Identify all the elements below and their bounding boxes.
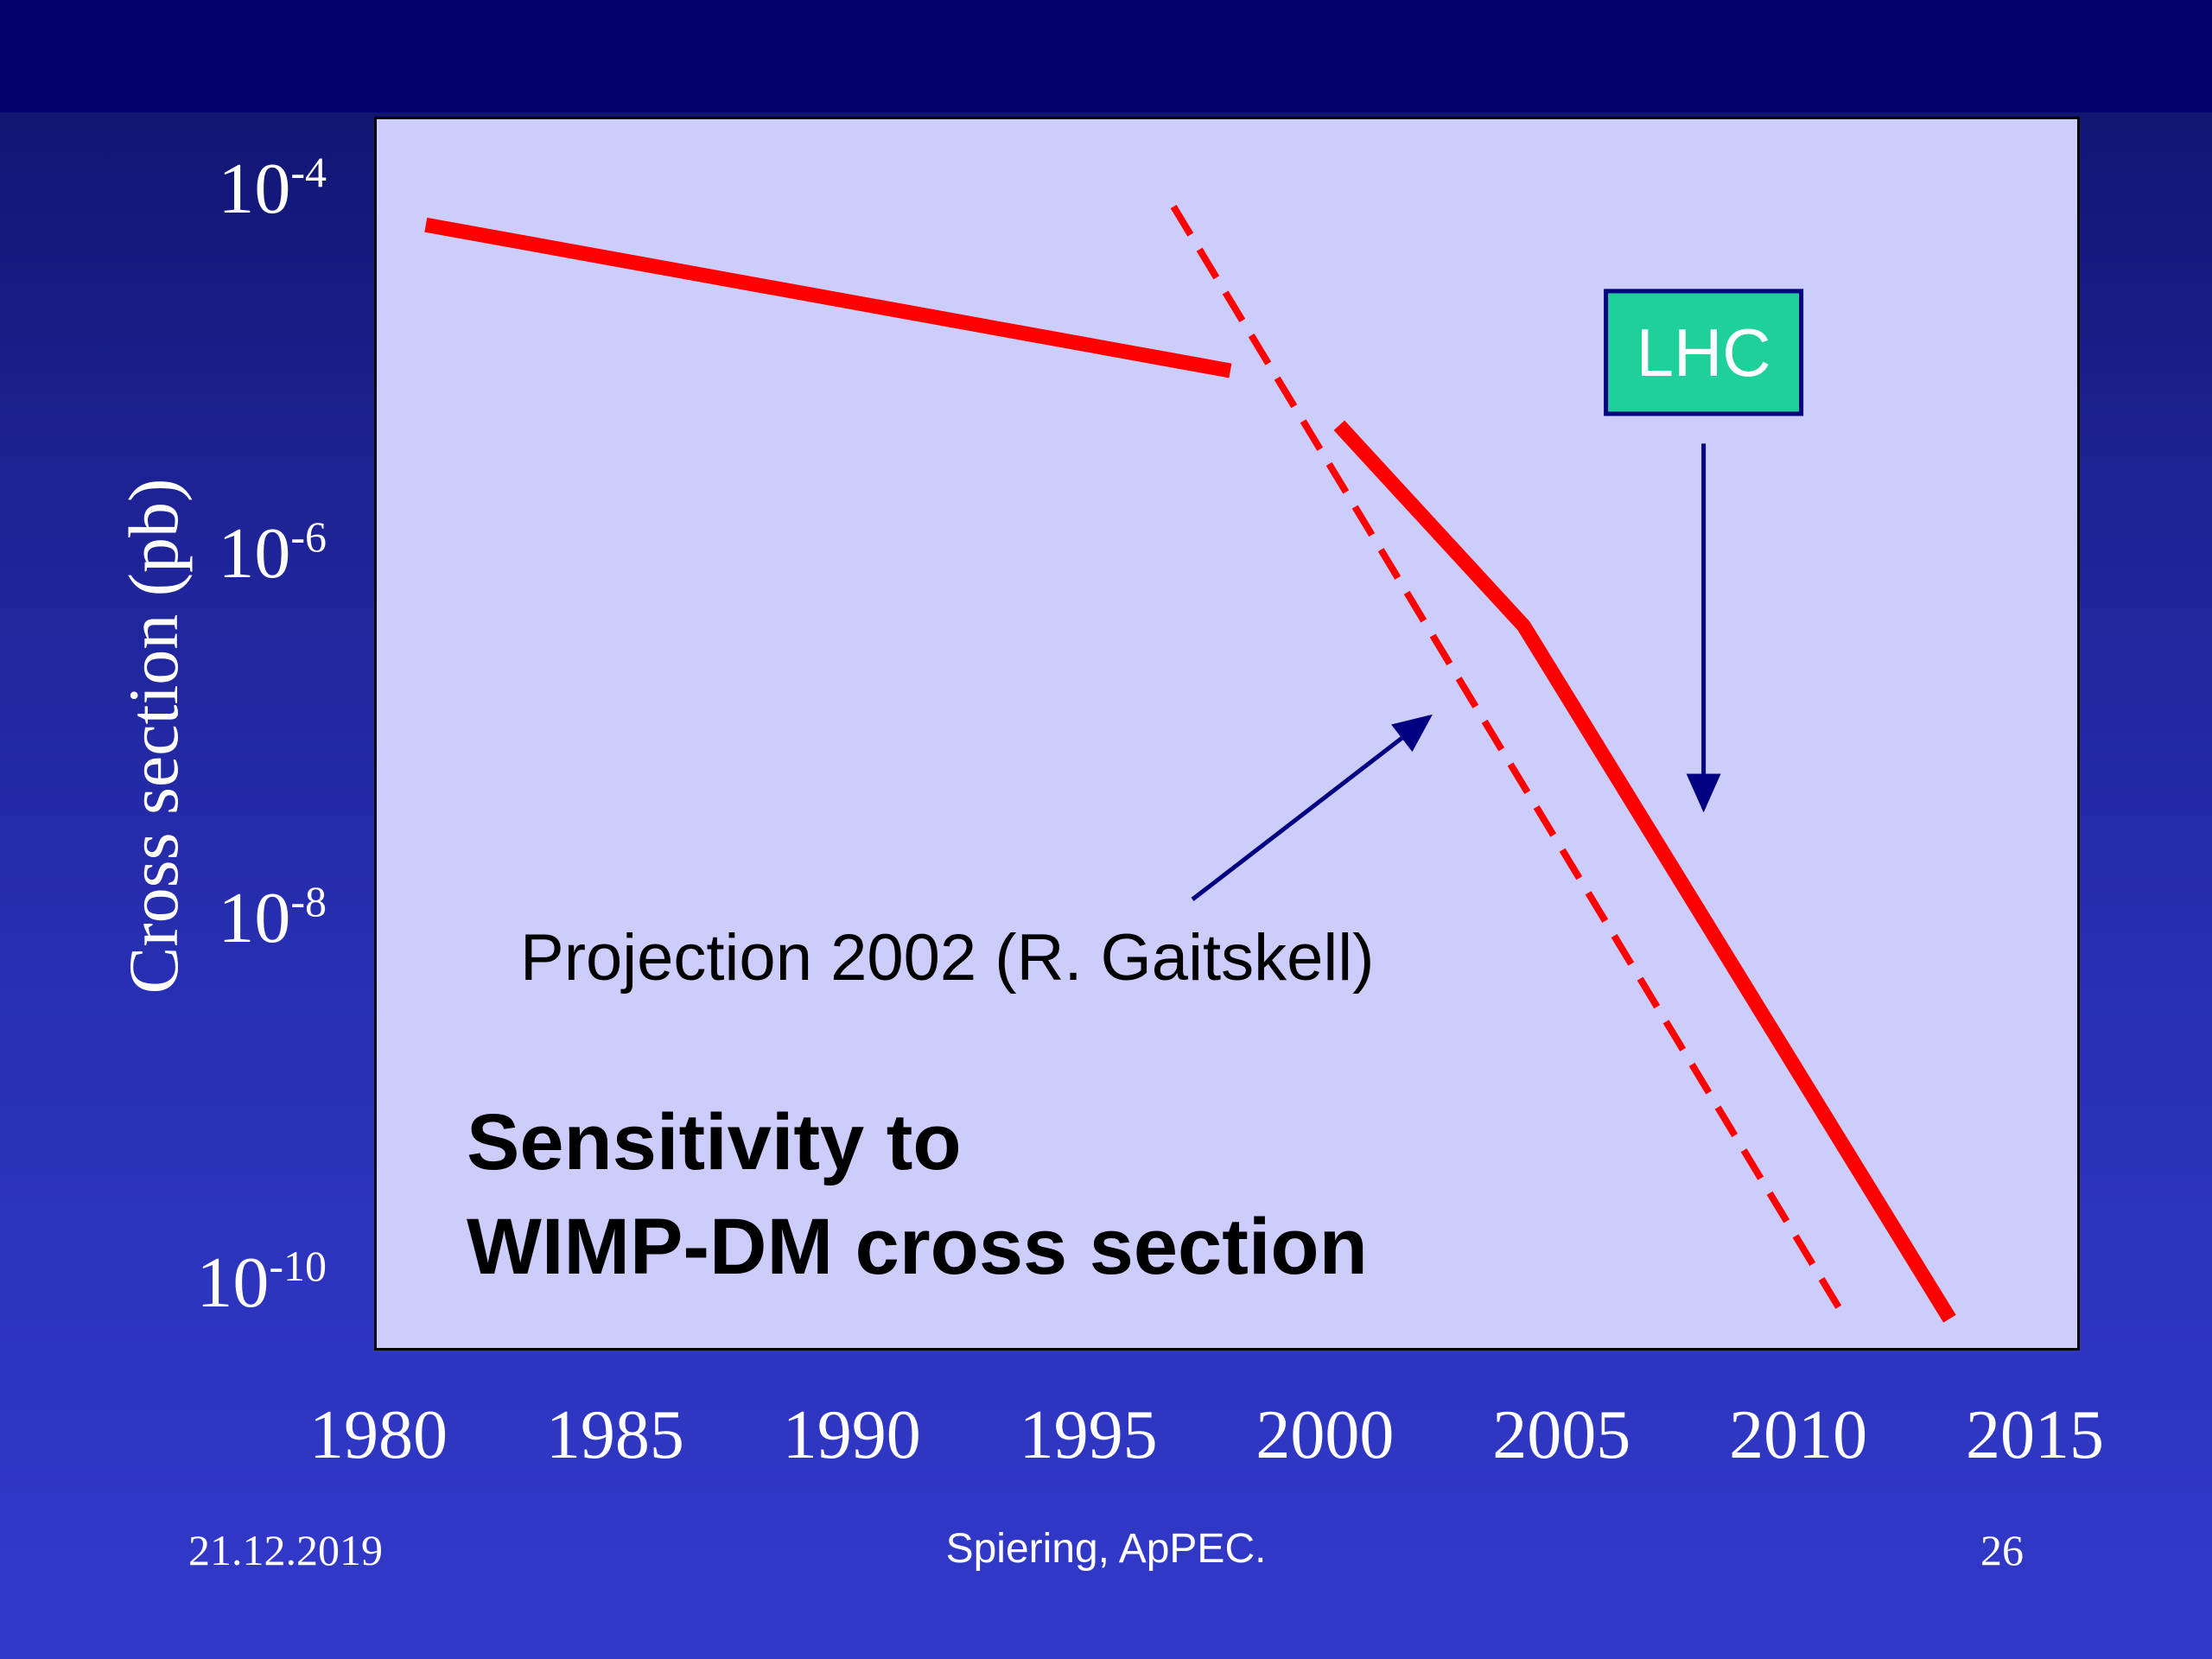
footer-author: Spiering, ApPEC.: [945, 1526, 1267, 1572]
y-tick-label: 10-6: [218, 512, 327, 594]
x-tick-label: 1995: [1020, 1397, 1158, 1473]
x-tick-label: 1980: [309, 1397, 448, 1473]
footer-date: 21.12.2019: [188, 1526, 383, 1574]
y-tick-label: 10-4: [218, 148, 327, 229]
data-series: [424, 205, 1956, 1323]
x-tick-label: 2000: [1255, 1397, 1394, 1473]
lhc-label: LHC: [1637, 315, 1771, 391]
y-tick-label: 10-8: [218, 877, 327, 958]
projection-arrow: [1191, 714, 1433, 901]
x-tick-label: 1990: [783, 1397, 921, 1473]
chart-heading-line-1: Sensitivity to: [467, 1098, 962, 1186]
lhc-box: [1604, 289, 1804, 416]
projection-annotation: Projection 2002 (R. Gaitskell): [520, 921, 1374, 995]
sensitivity-line: [1333, 420, 1956, 1323]
x-tick-label: 2005: [1492, 1397, 1630, 1473]
title-bar: [0, 0, 2212, 112]
x-tick-label: 2010: [1729, 1397, 1867, 1473]
projection-dashed-line: [1170, 205, 1849, 1321]
x-tick-label: 2015: [1966, 1397, 2104, 1473]
y-tick-labels: 10-4 10-6 10-8 10-10: [196, 148, 327, 1323]
x-tick-labels: 1980 1985 1990 1995 2000 2005 2010 2015: [309, 1397, 2104, 1473]
footer-page-number: 26: [1980, 1526, 2024, 1574]
y-tick-label: 10-10: [196, 1242, 327, 1323]
y-axis-label: Cross section (pb): [114, 479, 193, 995]
x-tick-label: 1985: [546, 1397, 684, 1473]
sensitivity-line: [424, 217, 1232, 378]
chart-heading-line-2: WIMP-DM cross section: [467, 1203, 1368, 1291]
